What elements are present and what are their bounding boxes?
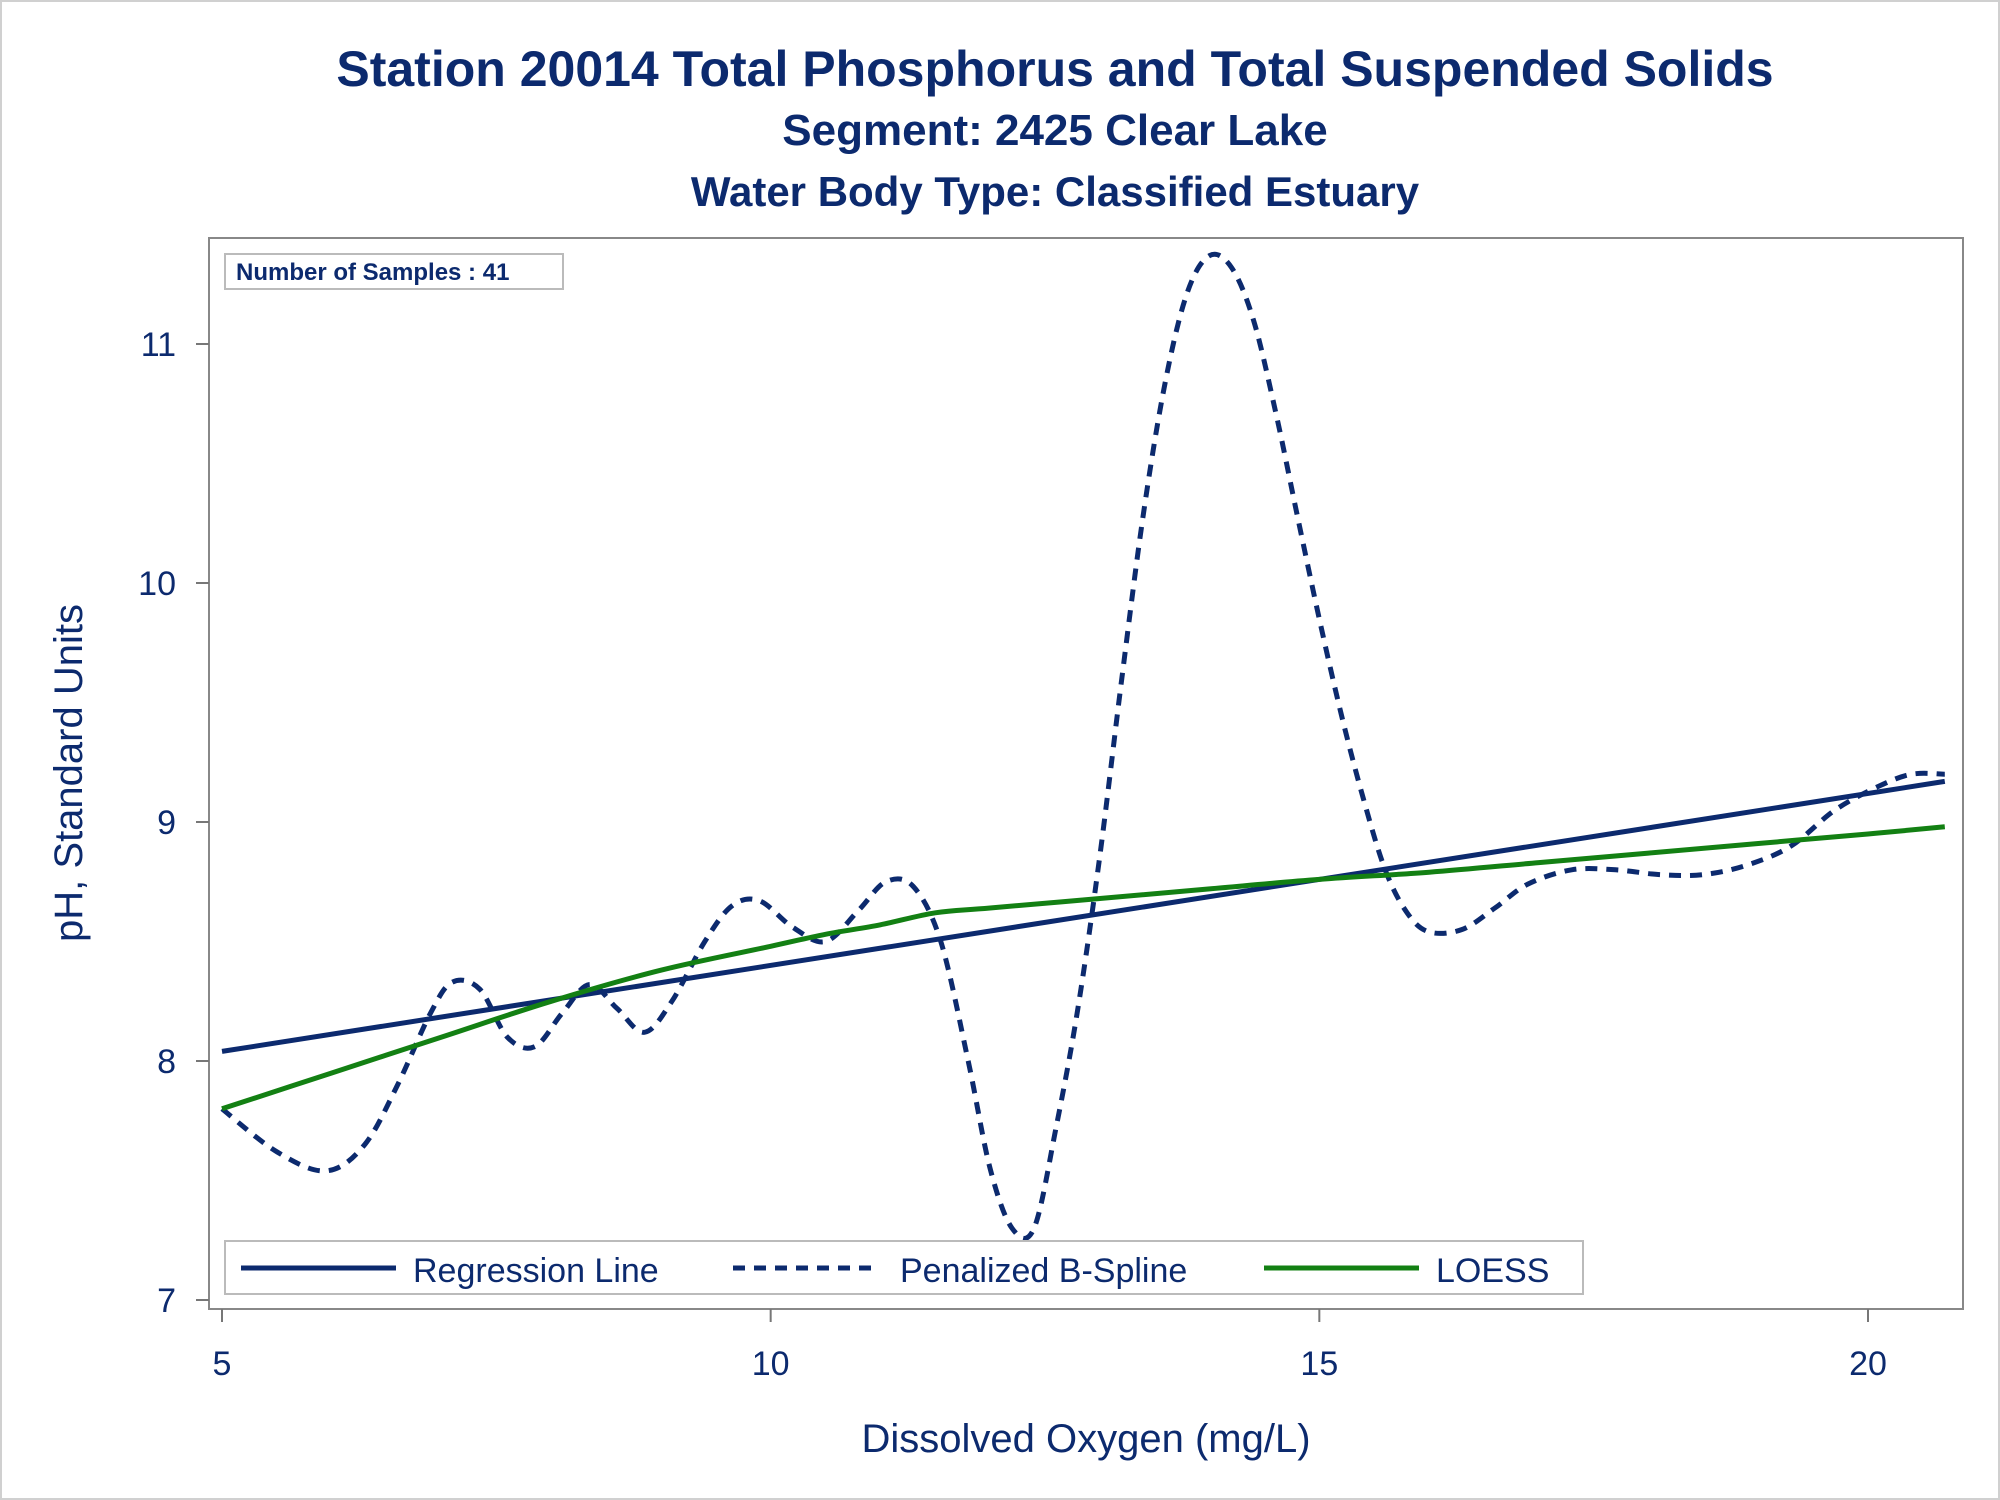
y-axis: 7 8 9 10 11: [138, 326, 209, 1320]
x-axis: 5 10 15 20: [213, 1309, 1887, 1383]
x-tick-label: 5: [213, 1345, 232, 1383]
sample-count-label: Number of Samples : 41: [236, 259, 509, 286]
legend: Regression Line Penalized B-Spline LOESS: [224, 1240, 1584, 1295]
legend-label-regression: Regression Line: [413, 1252, 659, 1290]
y-axis-label: pH, Standard Units: [47, 604, 91, 942]
x-tick-label: 15: [1300, 1345, 1338, 1383]
y-tick-label: 8: [157, 1043, 176, 1081]
y-tick-label: 10: [138, 565, 176, 603]
legend-label-loess: LOESS: [1436, 1252, 1549, 1290]
chart-title: Station 20014 Total Phosphorus and Total…: [336, 41, 1774, 97]
y-tick-label: 9: [157, 804, 176, 842]
legend-label-spline: Penalized B-Spline: [900, 1252, 1187, 1290]
series-penalized-b-spline: [220, 251, 1945, 1241]
sample-count-inset: Number of Samples : 41: [224, 253, 564, 290]
x-tick-label: 10: [752, 1345, 790, 1383]
x-tick-label: 20: [1849, 1345, 1887, 1383]
series-regression-line: [221, 778, 1946, 1054]
y-tick-label: 7: [157, 1282, 176, 1320]
x-axis-label: Dissolved Oxygen (mg/L): [861, 1417, 1310, 1461]
chart-subtitle-2: Water Body Type: Classified Estuary: [690, 168, 1420, 215]
y-tick-label: 11: [141, 326, 176, 364]
chart-subtitle: Segment: 2425 Clear Lake: [782, 106, 1328, 155]
series-layer: [220, 251, 1946, 1241]
series-loess: [221, 824, 1946, 1112]
plot-area-border: [208, 237, 1964, 1310]
